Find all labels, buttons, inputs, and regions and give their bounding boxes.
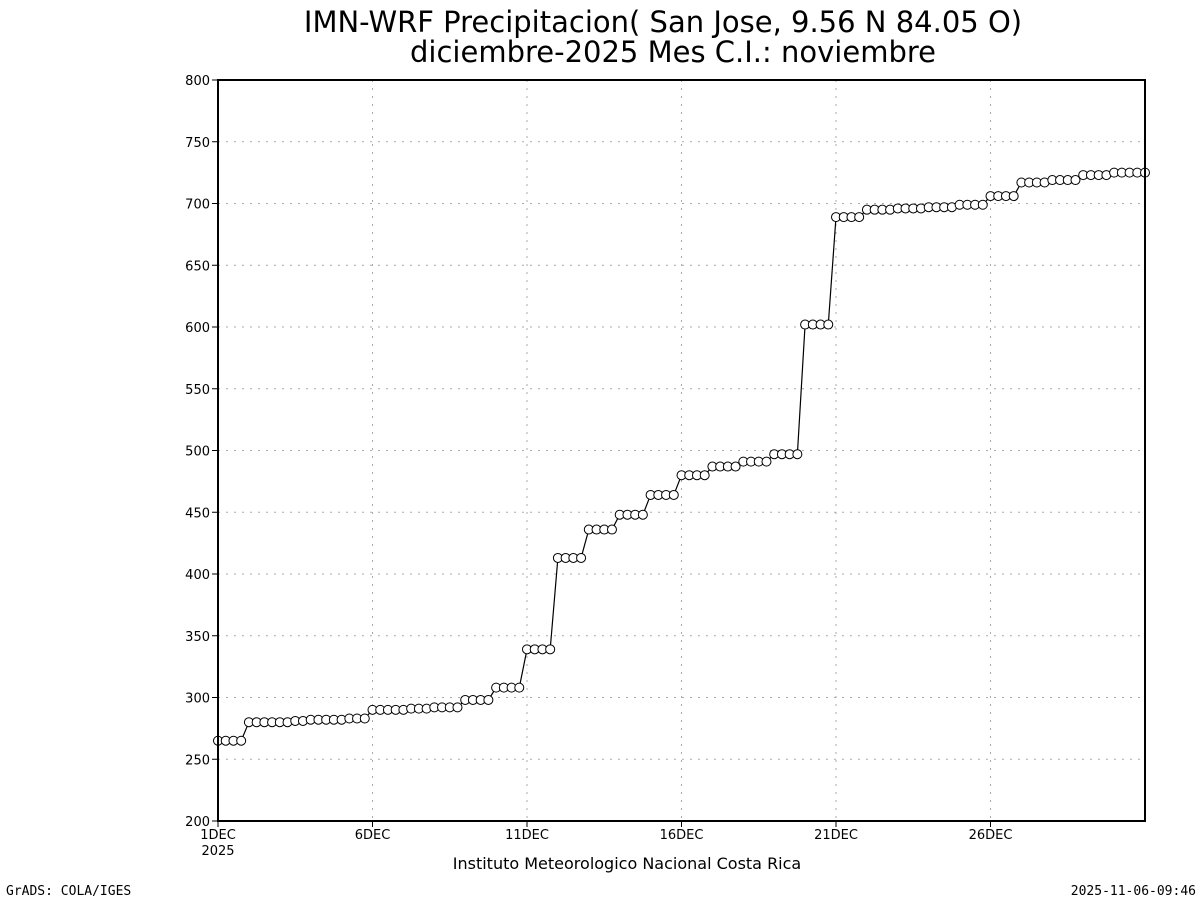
y-tick-label: 250 xyxy=(185,753,210,768)
y-axis: 200 250 300 350 400 450 500 550 600 650 700 750 800 xyxy=(185,74,218,830)
data-point xyxy=(792,449,803,460)
y-tick-label: 550 xyxy=(185,383,210,398)
footer-right: 2025-11-06-09:46 xyxy=(1071,884,1196,899)
x-tick-label: 26DEC xyxy=(969,828,1013,843)
data-point xyxy=(483,694,494,705)
y-tick-label: 350 xyxy=(185,630,210,645)
x-axis-label: Instituto Meteorologico Nacional Costa R… xyxy=(453,854,801,873)
y-tick-label: 450 xyxy=(185,506,210,521)
data-point xyxy=(637,509,648,520)
y-tick-label: 650 xyxy=(185,259,210,274)
x-tick-label: 1DEC xyxy=(200,828,236,843)
data-point xyxy=(854,212,865,223)
data-point xyxy=(452,702,463,713)
data-point xyxy=(730,461,741,472)
y-tick-label: 750 xyxy=(185,136,210,151)
chart-title: IMN-WRF Precipitacion( San Jose, 9.56 N … xyxy=(304,5,1022,39)
y-tick-label: 500 xyxy=(185,445,210,460)
y-tick-label: 600 xyxy=(185,321,210,336)
x-tick-label: 6DEC xyxy=(355,828,391,843)
data-point xyxy=(977,199,988,210)
data-point xyxy=(1008,191,1019,202)
data-point xyxy=(576,552,587,563)
data-point xyxy=(359,713,370,724)
data-point xyxy=(761,456,772,467)
data-point xyxy=(514,682,525,693)
y-tick-label: 800 xyxy=(185,74,210,89)
y-tick-label: 700 xyxy=(185,198,210,213)
x-tick-sublabel: 2025 xyxy=(201,844,234,859)
data-point xyxy=(545,644,556,655)
x-tick-label: 11DEC xyxy=(505,828,549,843)
data-point xyxy=(1070,175,1081,186)
x-tick-label: 21DEC xyxy=(814,828,858,843)
y-tick-label: 300 xyxy=(185,692,210,707)
data-point xyxy=(606,524,617,535)
x-tick-label: 16DEC xyxy=(660,828,704,843)
y-tick-label: 200 xyxy=(185,815,210,830)
data-point xyxy=(699,470,710,481)
y-tick-label: 400 xyxy=(185,568,210,583)
data-point xyxy=(823,319,834,330)
data-point xyxy=(668,489,679,500)
series-precipitation xyxy=(213,167,1150,746)
chart-subtitle: diciembre-2025 Mes C.I.: noviembre xyxy=(410,35,936,69)
footer-left: GrADS: COLA/IGES xyxy=(6,884,131,899)
data-point xyxy=(236,735,247,746)
plot-frame xyxy=(217,79,1146,822)
